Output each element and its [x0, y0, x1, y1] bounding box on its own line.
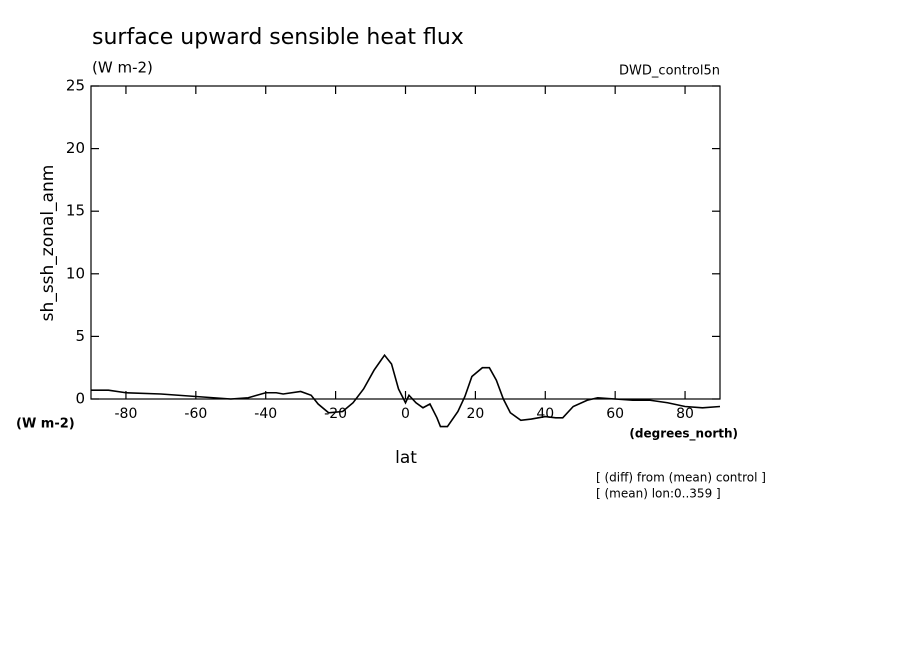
x-tick-label: -20 — [324, 406, 347, 422]
x-tick-label: 20 — [466, 406, 484, 422]
data-line — [91, 353, 721, 428]
x-tick-label: -40 — [254, 406, 277, 422]
y-tick-label: 15 — [66, 202, 85, 220]
x-units: (degrees_north) — [629, 427, 738, 442]
plot-frame — [90, 85, 721, 400]
dataset-label: DWD_control5n — [619, 64, 720, 79]
y-tick-label: 0 — [75, 390, 85, 408]
x-tick-label: 60 — [606, 406, 624, 422]
x-tick-label: 0 — [401, 406, 410, 422]
x-tick-label: -60 — [184, 406, 207, 422]
y-tick-label: 5 — [75, 327, 85, 345]
x-axis-label: lat — [395, 448, 417, 468]
chart-subtitle: (W m-2) — [92, 59, 153, 77]
y-axis-label: sh_ssh_zonal_anm — [38, 165, 58, 322]
x-tick-label: 40 — [536, 406, 554, 422]
x-tick-label: -80 — [115, 406, 138, 422]
note: [ (mean) lon:0..359 ] — [596, 487, 721, 501]
chart-title: surface upward sensible heat flux — [92, 25, 464, 50]
y-tick-label: 25 — [66, 77, 85, 95]
y-units: (W m-2) — [16, 417, 75, 432]
y-tick-label: 20 — [66, 139, 85, 157]
x-tick-label: 80 — [676, 406, 694, 422]
y-tick-label: 10 — [66, 264, 85, 282]
note: [ (diff) from (mean) control ] — [596, 471, 766, 485]
